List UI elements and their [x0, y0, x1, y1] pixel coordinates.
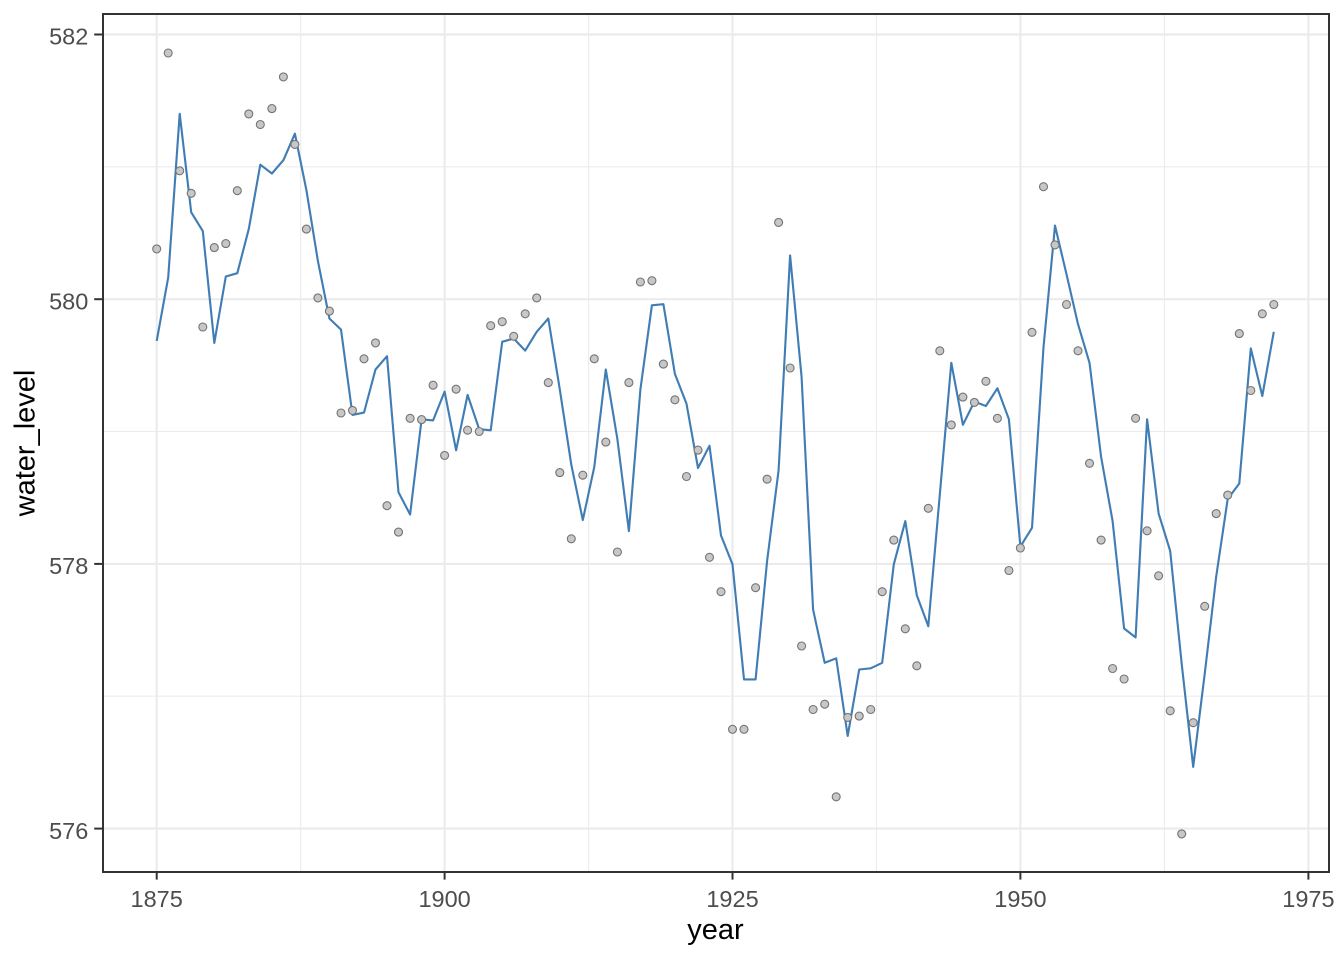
svg-text:year: year: [687, 914, 744, 946]
svg-text:580: 580: [49, 288, 88, 314]
svg-text:1900: 1900: [418, 886, 470, 912]
svg-text:576: 576: [49, 818, 88, 844]
svg-text:1875: 1875: [131, 886, 183, 912]
svg-text:578: 578: [49, 553, 88, 579]
svg-text:582: 582: [49, 24, 88, 50]
svg-text:water_level: water_level: [10, 370, 42, 518]
svg-text:1975: 1975: [1282, 886, 1334, 912]
svg-text:1925: 1925: [706, 886, 758, 912]
svg-text:1950: 1950: [994, 886, 1046, 912]
